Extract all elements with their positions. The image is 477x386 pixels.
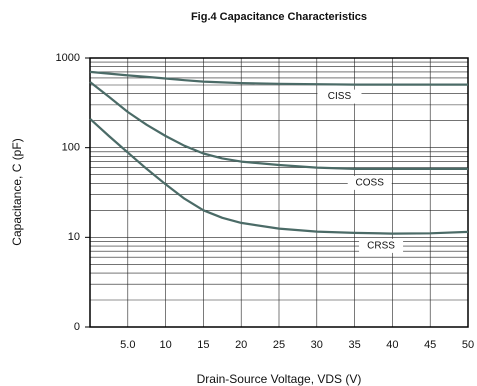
label-box	[347, 175, 392, 190]
series-line	[89, 81, 468, 170]
y-tick-label: 1000	[56, 52, 80, 64]
x-tick-label: 15	[197, 339, 209, 351]
chart-title: Fig.4 Capacitance Characteristics	[191, 11, 367, 23]
x-tick-label: 20	[235, 339, 247, 351]
label-box	[317, 89, 362, 104]
y-tick-label: 100	[62, 142, 80, 154]
y-axis-label: Capacitance, C (pF)	[10, 138, 24, 245]
x-tick-label: 30	[311, 339, 323, 351]
label-box	[359, 238, 404, 253]
series-label: COSS	[356, 178, 385, 189]
x-tick-label: 50	[462, 339, 474, 351]
y-tick-label: 0	[74, 321, 80, 333]
x-tick-label: 5.0	[120, 339, 135, 351]
series-label: CISS	[328, 91, 352, 102]
x-axis-label: Drain-Source Voltage, VDS (V)	[197, 372, 362, 386]
plot-frame	[89, 57, 469, 328]
series-line	[89, 70, 468, 86]
x-tick-label: 40	[386, 339, 398, 351]
y-tick-label: 10	[68, 231, 80, 243]
x-tick-label: 10	[159, 339, 171, 351]
x-tick-label: 45	[424, 339, 436, 351]
x-tick-label: 25	[273, 339, 285, 351]
x-tick-label: 35	[348, 339, 360, 351]
series-label: CRSS	[367, 241, 395, 252]
series-line	[89, 117, 469, 235]
